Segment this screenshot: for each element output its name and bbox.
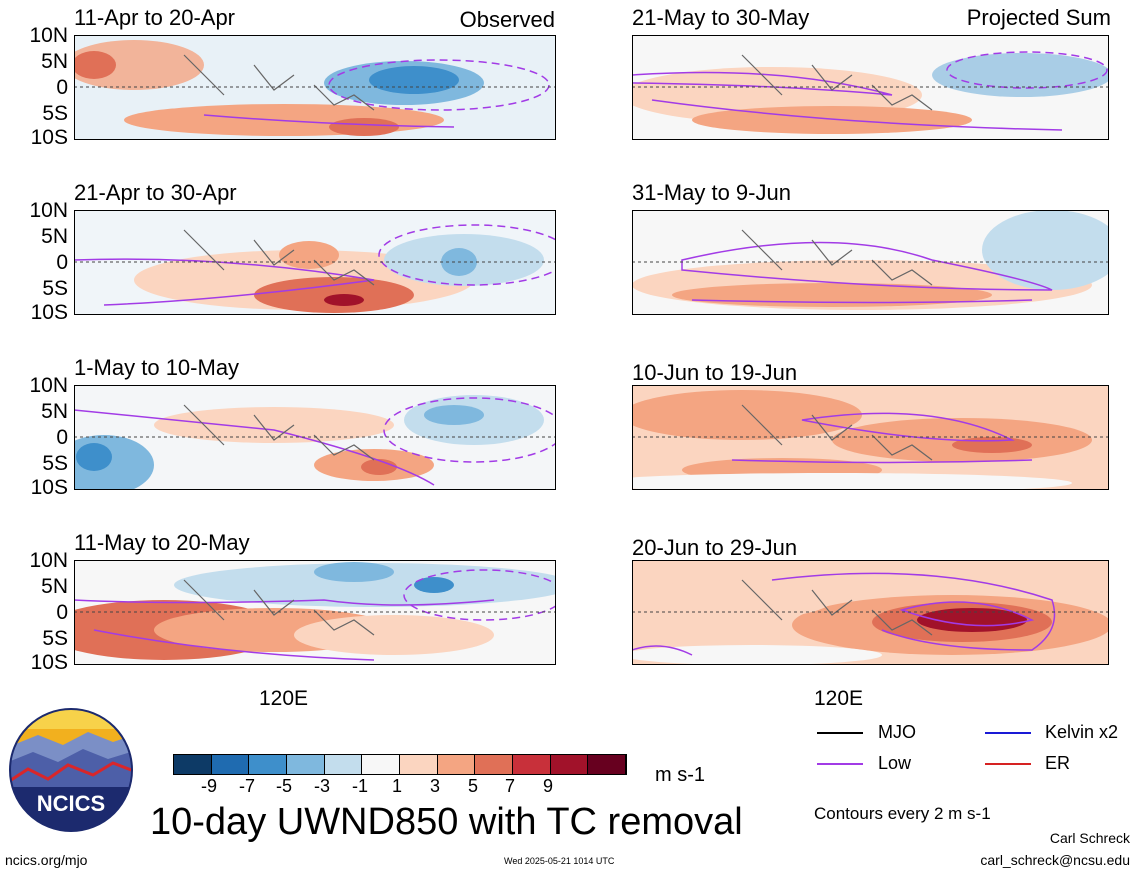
legend-label-low: Low <box>878 753 912 773</box>
lat-label-5s: 5S <box>42 102 68 125</box>
colorbar-label: -7 <box>238 776 255 796</box>
colorbar-swatch <box>287 755 325 774</box>
colorbar-label: 9 <box>542 776 553 796</box>
lat-label-10s: 10S <box>30 301 68 324</box>
colorbar-swatch <box>174 755 212 774</box>
colorbar-swatch <box>400 755 438 774</box>
panel-title-2: 21-May to 30-May <box>632 5 810 30</box>
footer-email: carl_schreck@ncsu.edu <box>980 852 1130 868</box>
legend-swatch-kelvin <box>985 732 1031 734</box>
panel-title-1: 11-Apr to 20-Apr <box>74 5 236 30</box>
colorbar-swatch <box>513 755 551 774</box>
map-panel-2 <box>632 35 1109 140</box>
footer-author: Carl Schreck <box>1049 830 1130 846</box>
colorbar-label: -9 <box>200 776 217 796</box>
colorbar-label: 1 <box>391 776 402 796</box>
lat-label-10n: 10N <box>29 24 68 47</box>
colorbar-label: 7 <box>504 776 515 796</box>
colorbar-swatch <box>211 755 250 774</box>
lat-label-5n: 5N <box>41 400 68 423</box>
map-panel-3 <box>74 210 556 315</box>
colorbar-swatch <box>362 755 401 774</box>
panel-title-8: 20-Jun to 29-Jun <box>632 535 798 560</box>
lat-label-10n: 10N <box>29 199 68 222</box>
lat-label-5n: 5N <box>41 575 68 598</box>
map-panel-8 <box>632 560 1109 665</box>
footer-url: ncics.org/mjo <box>5 852 88 868</box>
footer-timestamp: Wed 2025-05-21 1014 UTC <box>504 856 615 866</box>
colorbar-swatch <box>324 755 363 774</box>
lat-label-eq: 0 <box>56 601 68 624</box>
main-title: 10-day UWND850 with TC removal <box>150 801 743 843</box>
panel-title-6: 10-Jun to 19-Jun <box>632 360 798 385</box>
map-panel-7 <box>74 560 556 665</box>
lat-label-eq: 0 <box>56 251 68 274</box>
colorbar <box>173 754 627 775</box>
panel-title-5: 1-May to 10-May <box>74 355 240 380</box>
lat-label-5s: 5S <box>42 452 68 475</box>
map-panel-5 <box>74 385 556 490</box>
lat-label-10s: 10S <box>30 476 68 499</box>
legend-label-mjo: MJO <box>878 722 916 742</box>
legend-swatch-low <box>817 763 863 765</box>
lat-label-10s: 10S <box>30 126 68 149</box>
colorbar-label: 5 <box>467 776 478 796</box>
lat-label-5s: 5S <box>42 627 68 650</box>
map-panel-1 <box>74 35 556 140</box>
ncics-logo: NCICS <box>9 708 133 832</box>
colorbar-swatch <box>588 755 627 774</box>
map-panel-4 <box>632 210 1109 315</box>
lon-label-right: 120E <box>814 687 864 710</box>
panel-title-7: 11-May to 20-May <box>74 530 250 555</box>
logo-text: NCICS <box>37 791 105 816</box>
colorbar-swatch <box>249 755 288 774</box>
colorbar-label: -1 <box>351 776 368 796</box>
projected-sum-label: Projected Sum <box>966 5 1111 30</box>
observed-label: Observed <box>459 7 555 32</box>
colorbar-swatch <box>550 755 589 774</box>
lat-label-5s: 5S <box>42 277 68 300</box>
legend-swatch-mjo <box>817 732 863 734</box>
contour-note: Contours every 2 m s-1 <box>814 804 991 823</box>
lat-label-10n: 10N <box>29 549 68 572</box>
colorbar-units: m s-1 <box>655 764 705 786</box>
map-panel-6 <box>632 385 1109 490</box>
panel-title-3: 21-Apr to 30-Apr <box>74 180 237 205</box>
colorbar-label: 3 <box>429 776 440 796</box>
colorbar-swatch <box>437 755 476 774</box>
panel-title-4: 31-May to 9-Jun <box>632 180 791 205</box>
colorbar-label: -5 <box>275 776 292 796</box>
lon-label-left: 120E <box>259 687 309 710</box>
lat-label-eq: 0 <box>56 426 68 449</box>
colorbar-label: -3 <box>313 776 330 796</box>
legend-swatch-er <box>985 763 1031 765</box>
colorbar-swatch <box>475 755 514 774</box>
lat-label-10n: 10N <box>29 374 68 397</box>
legend-label-er: ER <box>1045 753 1071 773</box>
lat-label-5n: 5N <box>41 50 68 73</box>
legend-label-kelvin: Kelvin x2 <box>1045 722 1119 742</box>
lat-label-10s: 10S <box>30 651 68 674</box>
lat-label-eq: 0 <box>56 76 68 99</box>
lat-label-5n: 5N <box>41 225 68 248</box>
